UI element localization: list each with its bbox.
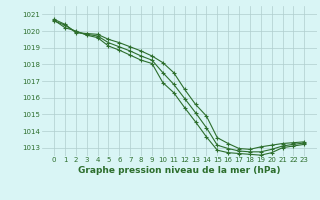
X-axis label: Graphe pression niveau de la mer (hPa): Graphe pression niveau de la mer (hPa) <box>78 166 280 175</box>
